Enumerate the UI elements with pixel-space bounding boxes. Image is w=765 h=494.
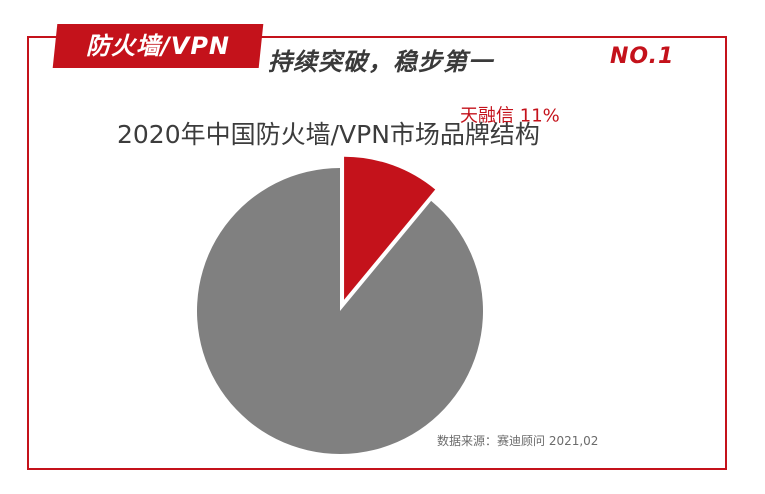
rank-badge: NO.1 <box>610 44 675 69</box>
pie-slice-other-1 <box>197 168 483 455</box>
pie-slice-label: 天融信 11% <box>460 106 560 127</box>
chart-title: 2020年中国防火墙/VPN市场品牌结构 <box>117 120 540 149</box>
data-source-note: 数据来源：赛迪顾问 2021,02 <box>437 434 599 448</box>
pie-slice-天融信 <box>344 156 436 300</box>
headline: 持续突破，稳步第一 <box>268 48 493 76</box>
